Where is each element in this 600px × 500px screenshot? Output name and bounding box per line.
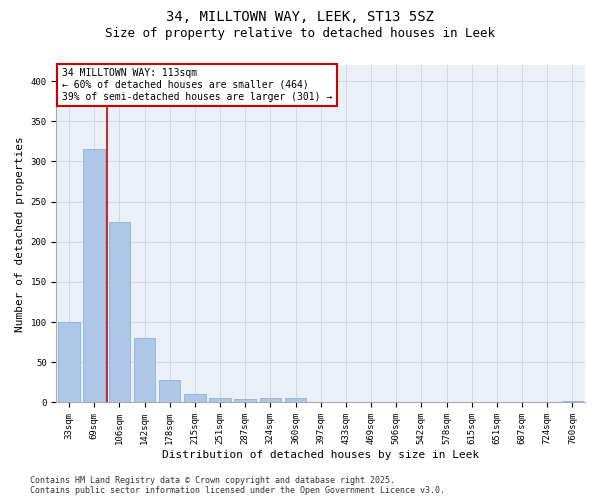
X-axis label: Distribution of detached houses by size in Leek: Distribution of detached houses by size … xyxy=(162,450,479,460)
Bar xyxy=(209,398,231,402)
Bar xyxy=(159,380,181,402)
Text: Contains HM Land Registry data © Crown copyright and database right 2025.
Contai: Contains HM Land Registry data © Crown c… xyxy=(30,476,445,495)
Y-axis label: Number of detached properties: Number of detached properties xyxy=(15,136,25,332)
Bar xyxy=(562,401,583,402)
Bar xyxy=(235,400,256,402)
Bar xyxy=(134,338,155,402)
Text: Size of property relative to detached houses in Leek: Size of property relative to detached ho… xyxy=(105,28,495,40)
Text: 34 MILLTOWN WAY: 113sqm
← 60% of detached houses are smaller (464)
39% of semi-d: 34 MILLTOWN WAY: 113sqm ← 60% of detache… xyxy=(62,68,332,102)
Bar xyxy=(285,398,306,402)
Bar xyxy=(109,222,130,402)
Bar xyxy=(184,394,206,402)
Text: 34, MILLTOWN WAY, LEEK, ST13 5SZ: 34, MILLTOWN WAY, LEEK, ST13 5SZ xyxy=(166,10,434,24)
Bar xyxy=(260,398,281,402)
Bar xyxy=(83,150,105,402)
Bar xyxy=(58,322,80,402)
